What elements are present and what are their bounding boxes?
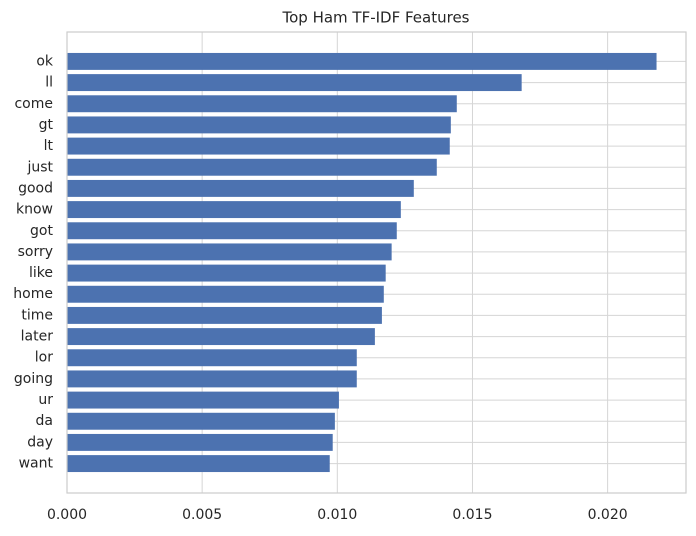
y-tick-label: just	[26, 159, 53, 175]
y-tick-label: lor	[35, 350, 53, 366]
bar	[67, 95, 457, 113]
x-tick-label: 0.005	[182, 507, 222, 523]
x-tick-label: 0.015	[452, 507, 492, 523]
y-tick-label: going	[14, 371, 53, 387]
x-tick-label: 0.020	[588, 507, 628, 523]
bar	[67, 264, 386, 282]
y-tick-label: home	[13, 286, 53, 302]
bar	[67, 370, 357, 388]
y-tick-label: da	[36, 413, 53, 429]
y-tick-label: later	[21, 329, 54, 345]
bar	[67, 179, 414, 197]
x-tick-label: 0.000	[47, 507, 87, 523]
plot-area: 0.000 0.005 0.010 0.015 0.020 ok ll come gt lt jus…	[13, 32, 686, 523]
y-tick-label: day	[27, 434, 53, 450]
bar	[67, 74, 522, 92]
y-tick-label: lt	[44, 138, 54, 154]
y-tick-label: got	[30, 223, 53, 239]
y-tick-label: come	[14, 96, 53, 112]
bar	[67, 201, 401, 219]
bar	[67, 222, 397, 240]
bar	[67, 158, 437, 176]
plot-frame	[66, 31, 687, 494]
y-tick-label: time	[21, 307, 53, 323]
bar	[67, 306, 382, 324]
y-tick-label: know	[16, 202, 53, 218]
bar	[67, 285, 384, 303]
bar	[67, 52, 657, 70]
bar	[67, 243, 392, 261]
bar	[67, 137, 450, 155]
y-tick-label: ur	[38, 392, 53, 408]
bar	[67, 433, 333, 451]
y-tick-label: gt	[39, 117, 54, 133]
y-tick-label: want	[19, 456, 54, 472]
bar	[67, 391, 339, 409]
y-tick-label: sorry	[18, 244, 53, 260]
bar	[67, 412, 335, 430]
bar	[67, 328, 375, 346]
chart-title: Top Ham TF-IDF Features	[281, 9, 469, 27]
bar	[67, 116, 451, 134]
bar	[67, 455, 330, 473]
y-tick-label: ll	[45, 75, 53, 91]
y-tick-label: ok	[36, 53, 54, 69]
bar	[67, 349, 357, 367]
x-tick-label: 0.010	[317, 507, 357, 523]
y-tick-label: like	[29, 265, 53, 281]
y-tick-label: good	[18, 180, 53, 196]
